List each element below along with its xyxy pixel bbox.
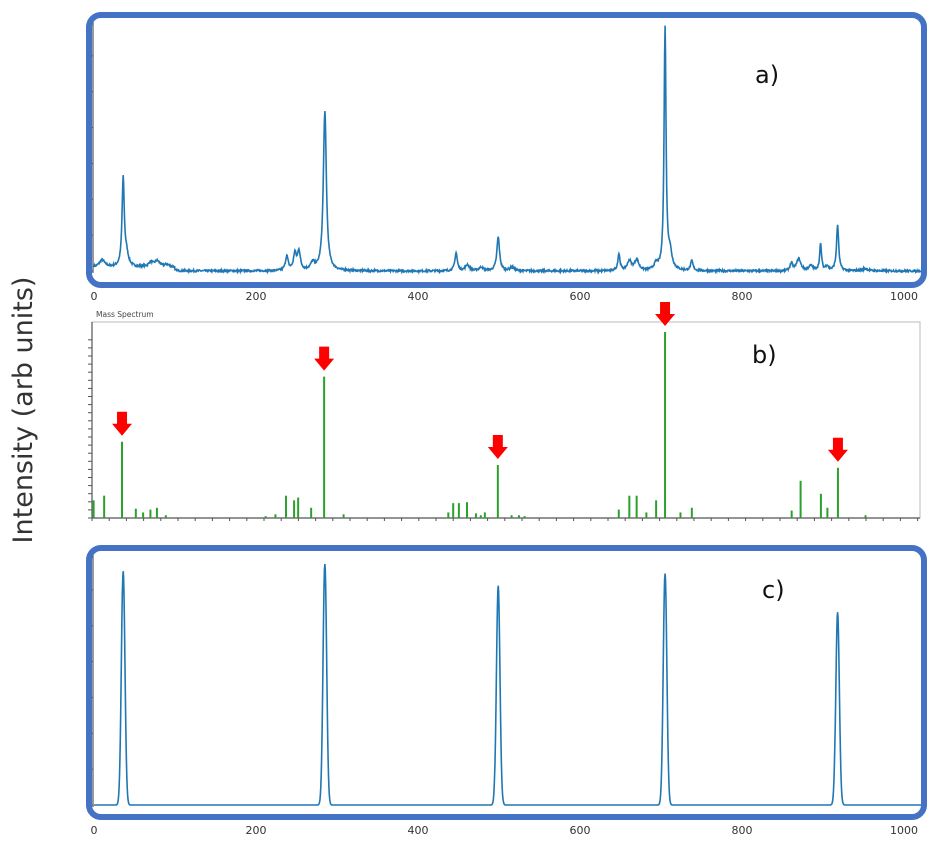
x-tick-label: 800: [732, 824, 753, 837]
plot-frame: [91, 321, 921, 519]
x-tick-label: 1000: [890, 290, 918, 303]
red-arrow-icon: [487, 434, 508, 459]
x-tick-label: 0: [91, 290, 98, 303]
x-tick-label: 400: [408, 290, 429, 303]
panel-b-title: Mass Spectrum: [96, 310, 154, 319]
y-axis-label: Intensity (arb units): [8, 277, 39, 544]
red-arrow-icon: [655, 302, 676, 326]
panel-a-frame: [86, 12, 927, 288]
panel-c-fitted-peaks: 0 200 400 600 800 1000: [90, 552, 925, 837]
panel-a-label: a): [755, 61, 779, 89]
x-tick-label: 800: [732, 290, 753, 303]
red-arrow-icon: [112, 411, 133, 436]
x-tick-label: 200: [246, 290, 267, 303]
x-tick-label: 600: [570, 290, 591, 303]
spectrum-line: [94, 563, 925, 806]
x-tick-label: 200: [246, 824, 267, 837]
red-arrow-icon: [314, 346, 335, 371]
panel-a-raw-spectrum: 0 200 400 600 800 1000: [90, 18, 926, 303]
red-arrow-icon: [827, 437, 848, 462]
x-tick-label: 600: [570, 824, 591, 837]
x-tick-label: 0: [91, 824, 98, 837]
x-tick-label: 1000: [890, 824, 918, 837]
panel-b-mass-spectrum: [88, 302, 921, 521]
panel-b-label: b): [752, 341, 777, 369]
panel-c-label: c): [762, 576, 785, 604]
panel-c-frame: [86, 545, 927, 820]
spectrum-line: [93, 25, 926, 275]
x-tick-label: 400: [408, 824, 429, 837]
